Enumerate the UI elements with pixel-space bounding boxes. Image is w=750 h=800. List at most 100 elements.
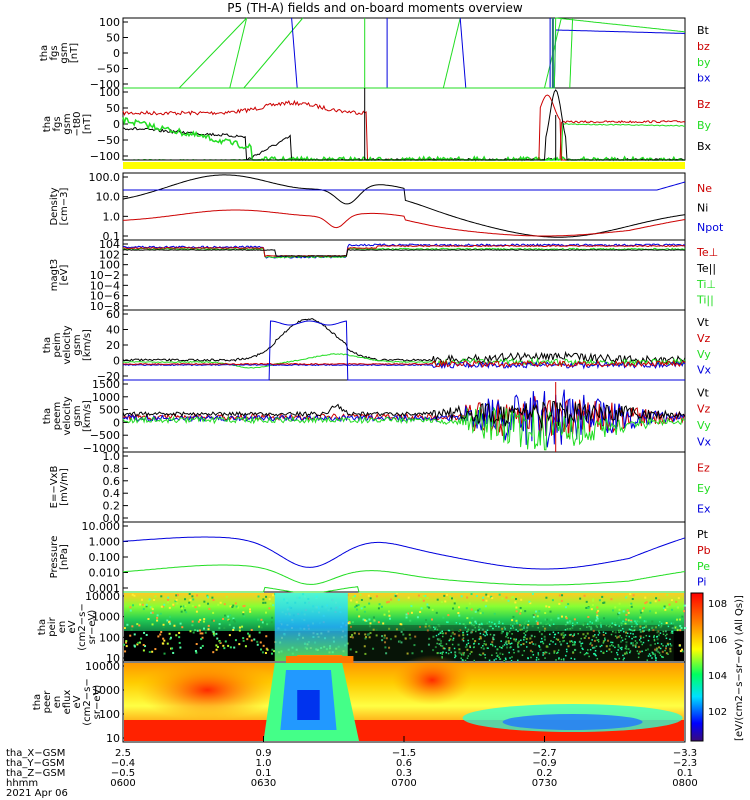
peir-noise-pixel bbox=[478, 653, 481, 656]
peir-noise-pixel bbox=[452, 637, 455, 640]
peir-pixel bbox=[627, 611, 630, 614]
peir-noise-pixel bbox=[495, 625, 497, 627]
peir-noise-pixel bbox=[579, 627, 581, 630]
fgs2-by-tail bbox=[123, 122, 686, 161]
peir-noise-pixel bbox=[636, 650, 639, 652]
peir-pixel bbox=[147, 600, 150, 603]
peir-noise-pixel bbox=[659, 632, 662, 634]
panel-ylabel: Pressure bbox=[49, 536, 60, 579]
peir-pixel bbox=[368, 618, 371, 621]
peir-noise-pixel bbox=[548, 624, 551, 626]
peir-pixel bbox=[405, 616, 408, 619]
peir-pixel bbox=[131, 625, 134, 628]
peir-pixel bbox=[441, 645, 444, 648]
peir-pixel bbox=[363, 605, 366, 608]
peir-pixel bbox=[138, 641, 141, 644]
peir-pixel bbox=[238, 629, 241, 632]
panel-frame-peim_vel bbox=[122, 309, 686, 381]
peir-pixel bbox=[462, 623, 465, 626]
peir-pixel bbox=[614, 631, 617, 634]
peir-pixel bbox=[355, 604, 358, 607]
peir-pixel bbox=[175, 598, 178, 601]
legend-Bt: Bt bbox=[697, 24, 710, 37]
xaxis-value: −1.5 bbox=[392, 748, 416, 759]
peir-pixel bbox=[536, 615, 539, 618]
peir-pixel bbox=[169, 637, 172, 640]
peir-pixel bbox=[666, 593, 669, 596]
peir-pixel bbox=[590, 627, 593, 630]
peir-noise-pixel bbox=[595, 645, 598, 648]
peir-pixel bbox=[202, 620, 205, 623]
peir-pixel bbox=[557, 614, 560, 617]
xaxis-value: −2.3 bbox=[673, 758, 697, 769]
peir-noise-pixel bbox=[642, 641, 645, 644]
peir-pixel bbox=[129, 606, 132, 609]
peir-pixel bbox=[203, 600, 206, 603]
peir-pixel bbox=[602, 617, 605, 620]
peir-noise-pixel bbox=[631, 629, 633, 632]
peir-noise-pixel bbox=[612, 645, 615, 647]
peir-noise-pixel bbox=[628, 648, 630, 650]
peir-noise-pixel bbox=[552, 641, 554, 643]
peir-noise-pixel bbox=[498, 622, 500, 625]
peir-pixel bbox=[189, 630, 192, 633]
peir-pixel bbox=[492, 638, 495, 641]
peir-pixel bbox=[649, 601, 652, 604]
peir-noise-pixel bbox=[453, 647, 456, 650]
peir-pixel bbox=[507, 640, 510, 643]
peir-noise-pixel bbox=[542, 654, 544, 656]
peir-pixel bbox=[424, 594, 427, 597]
peir-pixel bbox=[359, 593, 362, 596]
peir-pixel bbox=[194, 606, 197, 609]
peir-noise-pixel bbox=[511, 656, 513, 658]
peir-pixel bbox=[211, 619, 214, 622]
peir-pixel bbox=[596, 611, 599, 614]
peir-pixel bbox=[197, 620, 200, 623]
peir-noise-pixel bbox=[517, 643, 519, 646]
peir-pixel bbox=[639, 650, 642, 653]
peir-pixel bbox=[216, 645, 219, 648]
peir-pixel bbox=[260, 648, 263, 651]
peir-pixel bbox=[651, 620, 654, 623]
peir-noise-pixel bbox=[626, 652, 628, 655]
peir-noise-pixel bbox=[501, 653, 504, 656]
peir-pixel bbox=[538, 610, 541, 613]
peir-noise-pixel bbox=[481, 623, 483, 626]
ytick-label: 1.0 bbox=[103, 210, 121, 223]
peir-pixel bbox=[492, 636, 495, 639]
peir-pixel bbox=[194, 649, 197, 652]
ytick-label: 100 bbox=[99, 708, 120, 721]
peir-pixel bbox=[166, 642, 169, 645]
peir-pixel bbox=[349, 625, 352, 628]
peir-noise-pixel bbox=[587, 652, 589, 655]
peir-pixel bbox=[145, 605, 148, 608]
peir-noise-pixel bbox=[510, 627, 512, 630]
peir-pixel bbox=[635, 641, 638, 644]
peir-noise-pixel bbox=[508, 651, 510, 654]
peir-noise-pixel bbox=[563, 636, 565, 638]
fgs2-by bbox=[122, 117, 685, 162]
peir-pixel bbox=[162, 623, 165, 626]
peir-pixel bbox=[482, 652, 485, 655]
peir-noise-pixel bbox=[620, 629, 622, 632]
fgs-by-segment bbox=[229, 17, 248, 89]
peir-pixel bbox=[171, 647, 174, 650]
peir-noise-pixel bbox=[524, 634, 527, 636]
peir-pixel bbox=[493, 612, 496, 615]
peir-pixel bbox=[351, 636, 354, 639]
peir-noise-pixel bbox=[535, 620, 538, 622]
peir-pixel bbox=[234, 602, 237, 605]
colorbar-label: [eV/(cm2−s−sr−eV) (All Qs)] bbox=[734, 595, 745, 741]
peir-pixel bbox=[549, 610, 552, 613]
peir-pixel bbox=[160, 605, 163, 608]
peir-noise-pixel bbox=[541, 640, 544, 643]
temp-te bbox=[122, 244, 686, 258]
peir-pixel bbox=[360, 607, 363, 610]
colorbar-tick: 108 bbox=[708, 599, 727, 610]
peir-noise-pixel bbox=[482, 645, 484, 647]
peir-pixel bbox=[419, 598, 422, 601]
peir-noise-pixel bbox=[582, 624, 585, 627]
peir-noise-pixel bbox=[579, 651, 582, 654]
legend-Bz: Bz bbox=[697, 98, 711, 111]
peir-pixel bbox=[465, 645, 468, 648]
